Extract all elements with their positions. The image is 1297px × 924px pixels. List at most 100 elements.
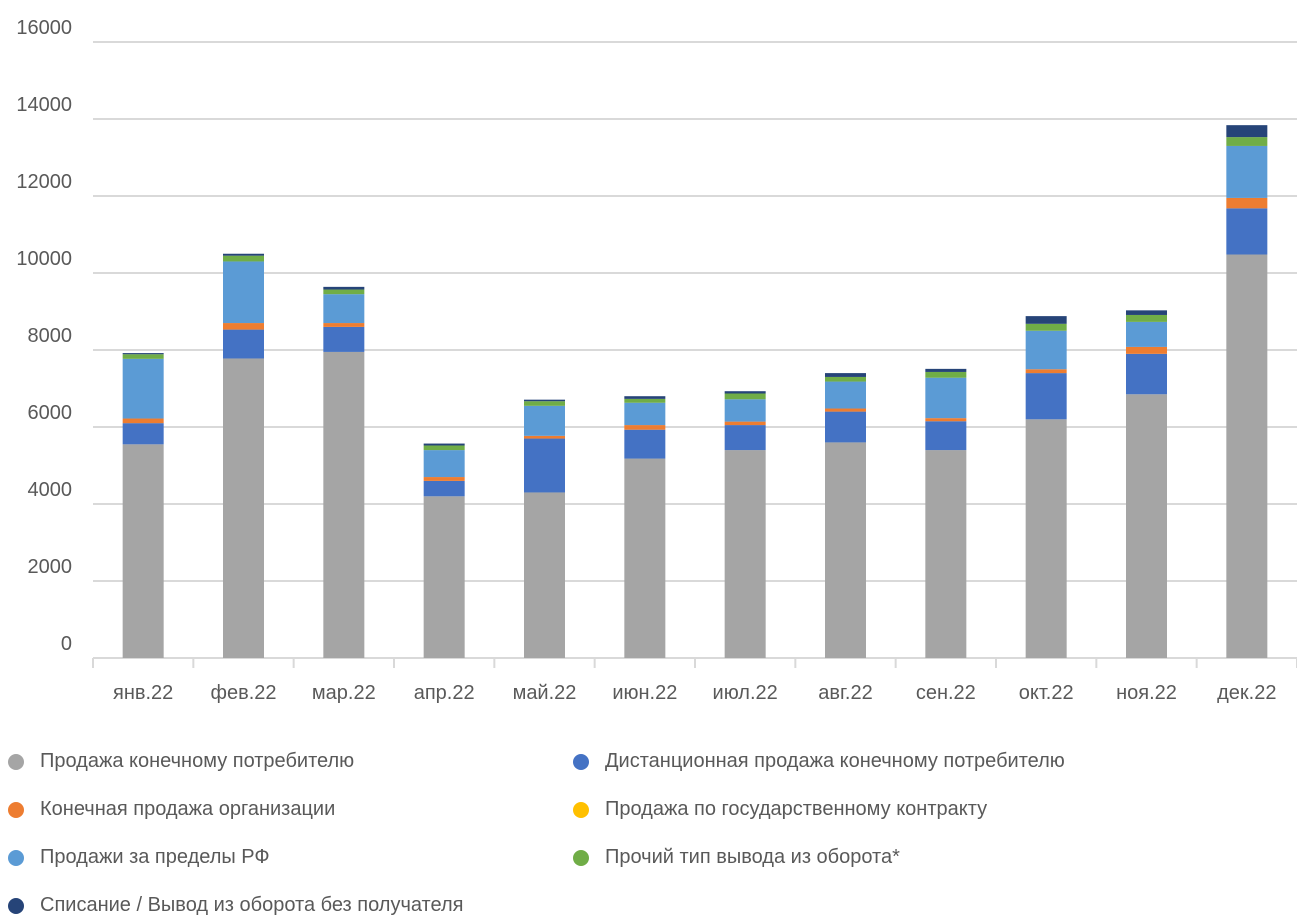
- bar-segment-7: [122, 353, 164, 355]
- bar-segment-3: [624, 425, 666, 430]
- bar-segment-7: [1126, 310, 1167, 315]
- legend-item: Продажа по государственному контракту: [573, 798, 987, 821]
- bar-segment-2: [1226, 208, 1268, 255]
- legend-label: Продажа по государственному контракту: [605, 798, 988, 820]
- bar-segment-6: [323, 289, 365, 295]
- chart-legend: Продажа конечному потребителю Дистанционн…: [0, 750, 1297, 924]
- bar-segment-6: [724, 393, 766, 400]
- stacked-bar-chart: 0 2000 4000 6000 8000 10000 12000 14000 16000 янв…: [16, 17, 1297, 704]
- legend-item: Дистанционная продажа конечному потребит…: [573, 750, 1065, 773]
- bar-segment-1: [323, 351, 365, 658]
- bar-segment-5: [223, 261, 264, 324]
- bar-segment-5: [925, 377, 967, 419]
- bar-segment-2: [1126, 353, 1167, 395]
- bar-segment-5: [825, 381, 866, 409]
- bar-segment-2: [223, 329, 264, 359]
- x-tick-label: ноя.22: [1116, 682, 1177, 704]
- bar-segment-2: [1025, 373, 1067, 420]
- legend-label: Прочий тип вывода из оборота*: [605, 846, 900, 868]
- bar-segment-7: [624, 396, 666, 399]
- bar-segment-5: [624, 402, 666, 426]
- bar-segment-3: [925, 418, 967, 422]
- x-tick-label: июн.22: [612, 682, 677, 704]
- bar-segment-5: [1126, 321, 1167, 347]
- legend-marker: [573, 801, 589, 818]
- bar-segment-3: [724, 421, 766, 426]
- legend-item: Продажи за пределы РФ: [8, 846, 270, 869]
- x-tick-label: сен.22: [916, 682, 976, 704]
- bar-segment-2: [524, 438, 565, 493]
- bar-segment-3: [1126, 346, 1167, 354]
- bar-segment-5: [1226, 145, 1268, 198]
- x-tick-label: фев.22: [210, 682, 276, 704]
- bar-segment-7: [323, 286, 365, 290]
- bar-segment-7: [1226, 125, 1268, 138]
- y-tick-label: 6000: [28, 402, 73, 424]
- bar-segment-5: [122, 358, 164, 419]
- bar-segment-3: [423, 477, 465, 481]
- bar-segment-3: [323, 323, 365, 327]
- legend-marker: [8, 897, 24, 914]
- y-tick-label: 2000: [28, 556, 73, 578]
- bar-segment-7: [825, 373, 866, 377]
- bar-segment-1: [223, 358, 264, 658]
- bar-segment-7: [423, 443, 465, 446]
- bar-segment-1: [1126, 394, 1167, 658]
- bar-segment-3: [524, 435, 565, 439]
- bar-segment-6: [624, 398, 666, 403]
- bar-segment-5: [524, 405, 565, 436]
- bar-segment-7: [724, 391, 766, 394]
- bar-segment-2: [724, 425, 766, 451]
- legend-label: Списание / Вывод из оборота без получате…: [40, 894, 464, 916]
- legend-marker: [573, 849, 589, 866]
- legend-marker: [8, 801, 24, 818]
- bar-segment-1: [122, 444, 164, 658]
- bar-segment-7: [524, 399, 565, 402]
- legend-marker: [8, 849, 24, 866]
- bar-segment-6: [1226, 137, 1268, 146]
- y-tick-label: 10000: [16, 248, 72, 270]
- bar-segment-2: [624, 429, 666, 459]
- legend-item: Продажа конечному потребителю: [8, 750, 354, 773]
- x-tick-label: окт.22: [1019, 682, 1074, 704]
- y-tick-label: 0: [61, 633, 72, 655]
- bar-segment-1: [1025, 419, 1067, 658]
- bar-segment-6: [122, 354, 164, 359]
- bar-segment-2: [925, 421, 967, 451]
- bar-segment-3: [825, 408, 866, 412]
- bar-segment-5: [423, 450, 465, 478]
- bar-segment-6: [825, 376, 866, 382]
- y-tick-label: 12000: [16, 171, 72, 193]
- legend-marker: [573, 753, 589, 770]
- bar-segment-1: [825, 442, 866, 658]
- x-tick-label: мар.22: [312, 682, 376, 704]
- bar-segment-3: [122, 418, 164, 424]
- bar-segment-2: [825, 411, 866, 443]
- bar-segment-2: [423, 480, 465, 497]
- legend-label: Конечная продажа организации: [40, 798, 336, 820]
- bar-segment-6: [925, 371, 967, 378]
- bar-segment-1: [624, 458, 666, 658]
- bar-segment-5: [323, 294, 365, 324]
- legend-item: Прочий тип вывода из оборота*: [573, 846, 900, 869]
- x-tick-label: авг.22: [818, 682, 872, 704]
- bar-segment-6: [423, 445, 465, 451]
- bar-segment-7: [223, 253, 264, 256]
- bar-segment-5: [724, 399, 766, 422]
- legend-label: Дистанционная продажа конечному потребит…: [605, 750, 1065, 772]
- bar-segment-6: [1126, 314, 1167, 322]
- x-tick-label: дек.22: [1217, 682, 1276, 704]
- bar-segment-3: [1025, 369, 1067, 374]
- y-tick-label: 4000: [28, 479, 73, 501]
- x-tick-label: май.22: [513, 682, 577, 704]
- bar-segment-1: [524, 492, 565, 658]
- bar-segment-6: [524, 401, 565, 406]
- legend-marker: [8, 753, 24, 770]
- bar-segment-3: [1226, 197, 1268, 209]
- y-tick-label: 14000: [16, 94, 72, 116]
- bar-segment-2: [323, 326, 365, 352]
- bar-segment-1: [423, 496, 465, 658]
- bar-segment-2: [122, 423, 164, 445]
- bar-segment-3: [223, 323, 264, 330]
- legend-item: Конечная продажа организации: [8, 798, 335, 821]
